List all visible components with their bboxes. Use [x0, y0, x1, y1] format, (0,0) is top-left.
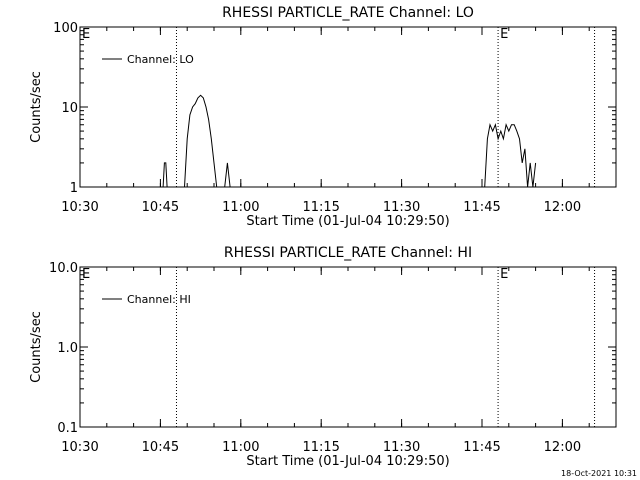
y-tick-label: 10.0 [49, 261, 78, 276]
x-tick-label: 11:45 [463, 200, 500, 215]
event-marker-label: E [500, 267, 508, 282]
x-tick-label: 11:00 [222, 200, 259, 215]
chart-title: RHESSI PARTICLE_RATE Channel: LO [222, 5, 474, 21]
y-tick-label: 100 [53, 21, 78, 36]
x-tick-label: 11:30 [383, 440, 420, 455]
lo-channel-panel: RHESSI PARTICLE_RATE Channel: LO 10:30 10:… [29, 5, 617, 229]
x-tick-label: 11:00 [222, 440, 259, 455]
series-line [162, 94, 537, 188]
event-marker-label: E [82, 267, 90, 282]
event-marker-label: E [82, 27, 90, 42]
x-axis-label: Start Time (01-Jul-04 10:29:50) [246, 454, 449, 469]
chart-title: RHESSI PARTICLE_RATE Channel: HI [224, 245, 472, 261]
x-axis-label: Start Time (01-Jul-04 10:29:50) [246, 214, 449, 229]
hi-channel-panel: RHESSI PARTICLE_RATE Channel: HI 10:30 10:… [29, 245, 617, 469]
legend-entry: Channel: LO [127, 53, 194, 66]
x-tick-label: 10:45 [142, 200, 179, 215]
y-tick-label: 1.0 [57, 341, 78, 356]
x-tick-label: 10:45 [142, 440, 179, 455]
plot-frame [79, 266, 617, 428]
event-marker-label: E [500, 27, 508, 42]
x-tick-label: 11:45 [463, 440, 500, 455]
x-tick-label: 11:15 [302, 440, 339, 455]
x-tick-label: 10:30 [61, 440, 98, 455]
x-tick-label: 12:00 [544, 200, 581, 215]
y-tick-label: 10 [61, 101, 78, 116]
y-tick-label: 0.1 [57, 421, 78, 436]
x-tick-label: 10:30 [61, 200, 98, 215]
y-axis-label: Counts/sec [29, 71, 44, 143]
y-tick-label: 1 [70, 181, 78, 196]
x-tick-label: 11:15 [302, 200, 339, 215]
y-axis-label: Counts/sec [29, 311, 44, 383]
x-tick-label: 12:00 [544, 440, 581, 455]
legend-entry: Channel: HI [127, 293, 191, 306]
footer-timestamp: 18-Oct-2021 10:31 [561, 469, 637, 478]
x-tick-label: 11:30 [383, 200, 420, 215]
